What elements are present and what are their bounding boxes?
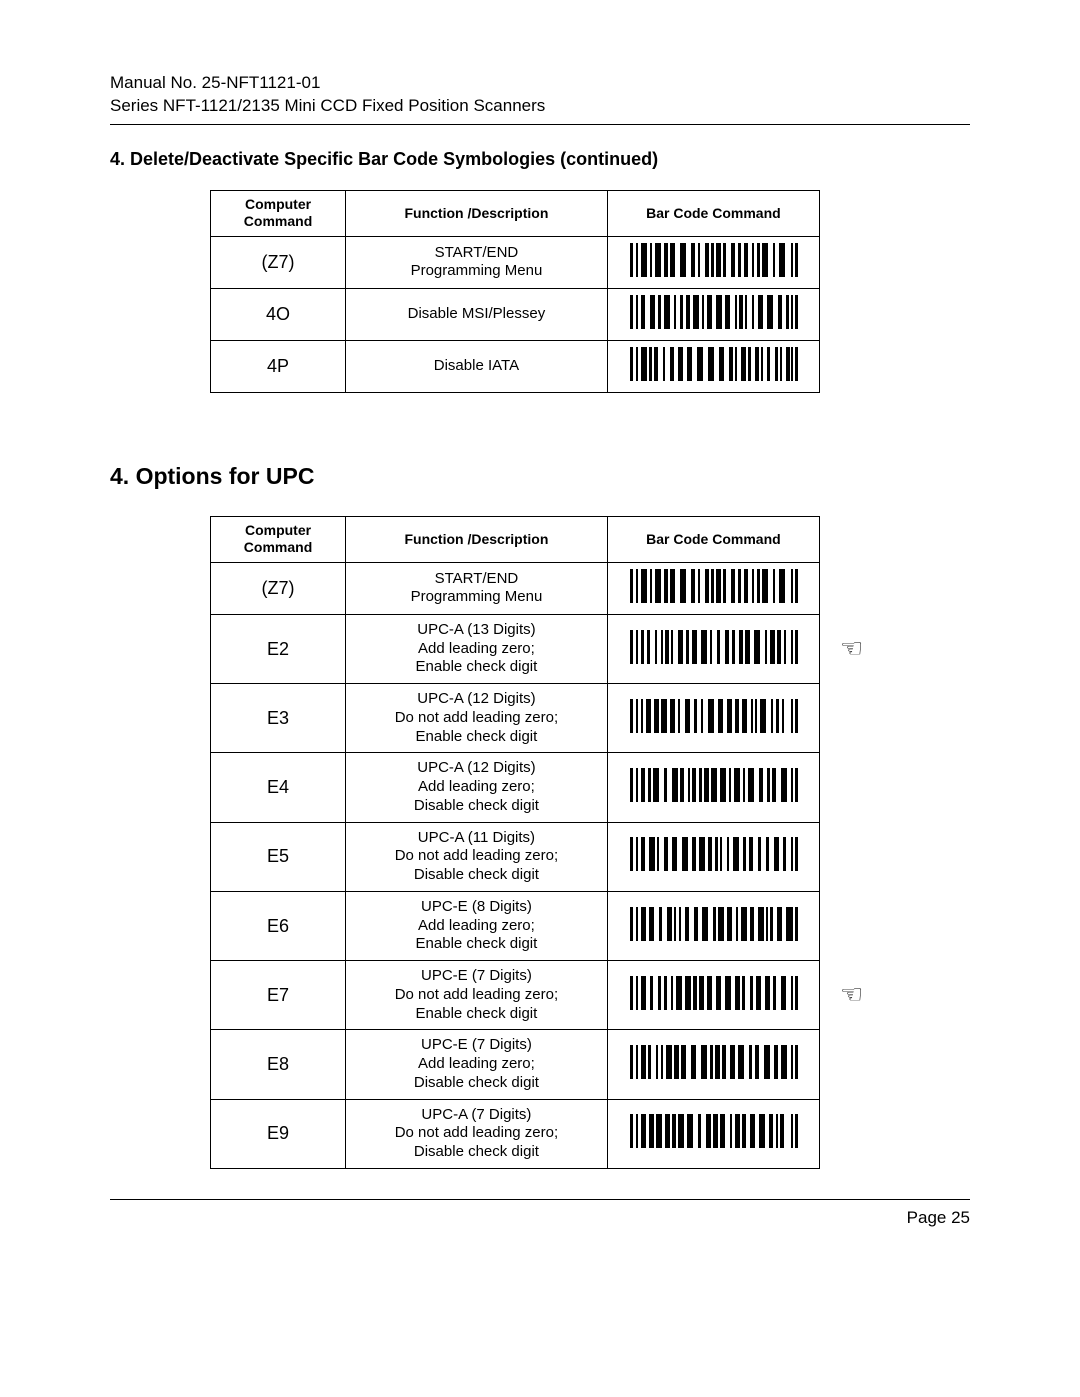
col-barcode-command: Bar Code Command: [607, 190, 819, 236]
barcode-cell: [607, 891, 819, 960]
barcode-cell: [607, 753, 819, 822]
computer-command-cell: (Z7): [211, 236, 346, 288]
barcode-icon: [626, 837, 801, 871]
barcode-icon: [626, 347, 801, 381]
hand-pointer-icon: ☜: [840, 635, 863, 661]
barcode-cell: [607, 614, 819, 683]
table-wrap-1: Computer Command Function /Description B…: [210, 190, 970, 393]
barcode-icon: [626, 630, 801, 664]
table-row: E5UPC-A (11 Digits)Do not add leading ze…: [211, 822, 820, 891]
function-desc-cell: UPC-A (12 Digits)Do not add leading zero…: [346, 684, 608, 753]
barcode-icon: [626, 1114, 801, 1148]
barcode-cell: [607, 684, 819, 753]
barcode-icon: [626, 569, 801, 603]
function-desc-cell: UPC-E (7 Digits)Do not add leading zero;…: [346, 961, 608, 1030]
table-row: (Z7)START/ENDProgramming Menu: [211, 562, 820, 614]
function-desc-cell: UPC-E (7 Digits)Add leading zero;Disable…: [346, 1030, 608, 1099]
barcode-cell: [607, 961, 819, 1030]
computer-command-cell: E2: [211, 614, 346, 683]
function-desc-cell: UPC-A (11 Digits)Do not add leading zero…: [346, 822, 608, 891]
computer-command-cell: E8: [211, 1030, 346, 1099]
table-2: Computer Command Function /Description B…: [210, 516, 820, 1169]
barcode-icon: [626, 699, 801, 733]
page-number: Page 25: [907, 1208, 970, 1227]
table-row: E9UPC-A (7 Digits)Do not add leading zer…: [211, 1099, 820, 1168]
function-desc-cell: Disable MSI/Plessey: [346, 288, 608, 340]
barcode-cell: [607, 1030, 819, 1099]
table-1: Computer Command Function /Description B…: [210, 190, 820, 393]
table-row: E7UPC-E (7 Digits)Do not add leading zer…: [211, 961, 820, 1030]
computer-command-cell: E3: [211, 684, 346, 753]
table-header-row: Computer Command Function /Description B…: [211, 516, 820, 562]
section-title-2: 4. Options for UPC: [110, 463, 970, 490]
barcode-icon: [626, 1045, 801, 1079]
barcode-cell: [607, 288, 819, 340]
page: Manual No. 25-NFT1121-01 Series NFT-1121…: [0, 0, 1080, 1397]
computer-command-cell: (Z7): [211, 562, 346, 614]
table-header-row: Computer Command Function /Description B…: [211, 190, 820, 236]
header-rule: [110, 124, 970, 125]
computer-command-cell: 4P: [211, 340, 346, 392]
function-desc-cell: START/ENDProgramming Menu: [346, 236, 608, 288]
page-footer: Page 25: [110, 1208, 970, 1228]
table-row: E3UPC-A (12 Digits)Do not add leading ze…: [211, 684, 820, 753]
barcode-cell: [607, 340, 819, 392]
barcode-icon: [626, 295, 801, 329]
function-desc-cell: Disable IATA: [346, 340, 608, 392]
barcode-icon: [626, 907, 801, 941]
col-function-desc: Function /Description: [346, 516, 608, 562]
computer-command-cell: E7: [211, 961, 346, 1030]
footer-rule: [110, 1199, 970, 1200]
table-row: E4UPC-A (12 Digits)Add leading zero;Disa…: [211, 753, 820, 822]
table-row: E2UPC-A (13 Digits)Add leading zero;Enab…: [211, 614, 820, 683]
computer-command-cell: E6: [211, 891, 346, 960]
hand-pointer-icon: ☜: [840, 981, 863, 1007]
computer-command-cell: E4: [211, 753, 346, 822]
barcode-icon: [626, 976, 801, 1010]
table-row: E6UPC-E (8 Digits)Add leading zero;Enabl…: [211, 891, 820, 960]
manual-series: Series NFT-1121/2135 Mini CCD Fixed Posi…: [110, 95, 970, 118]
computer-command-cell: 4O: [211, 288, 346, 340]
barcode-cell: [607, 1099, 819, 1168]
barcode-icon: [626, 768, 801, 802]
table-row: E8UPC-E (7 Digits)Add leading zero;Disab…: [211, 1030, 820, 1099]
manual-no: Manual No. 25-NFT1121-01: [110, 72, 970, 95]
barcode-cell: [607, 236, 819, 288]
barcode-cell: [607, 562, 819, 614]
table-row: 4PDisable IATA: [211, 340, 820, 392]
function-desc-cell: UPC-A (13 Digits)Add leading zero;Enable…: [346, 614, 608, 683]
manual-header: Manual No. 25-NFT1121-01 Series NFT-1121…: [110, 72, 970, 118]
section-title-1: 4. Delete/Deactivate Specific Bar Code S…: [110, 149, 970, 170]
table-row: (Z7)START/ENDProgramming Menu: [211, 236, 820, 288]
barcode-icon: [626, 243, 801, 277]
function-desc-cell: UPC-A (12 Digits)Add leading zero;Disabl…: [346, 753, 608, 822]
table-row: 4ODisable MSI/Plessey: [211, 288, 820, 340]
function-desc-cell: UPC-A (7 Digits)Do not add leading zero;…: [346, 1099, 608, 1168]
col-computer-command: Computer Command: [211, 190, 346, 236]
function-desc-cell: UPC-E (8 Digits)Add leading zero;Enable …: [346, 891, 608, 960]
computer-command-cell: E9: [211, 1099, 346, 1168]
col-computer-command: Computer Command: [211, 516, 346, 562]
barcode-cell: [607, 822, 819, 891]
table-wrap-2: Computer Command Function /Description B…: [210, 516, 970, 1169]
function-desc-cell: START/ENDProgramming Menu: [346, 562, 608, 614]
col-function-desc: Function /Description: [346, 190, 608, 236]
col-barcode-command: Bar Code Command: [607, 516, 819, 562]
computer-command-cell: E5: [211, 822, 346, 891]
